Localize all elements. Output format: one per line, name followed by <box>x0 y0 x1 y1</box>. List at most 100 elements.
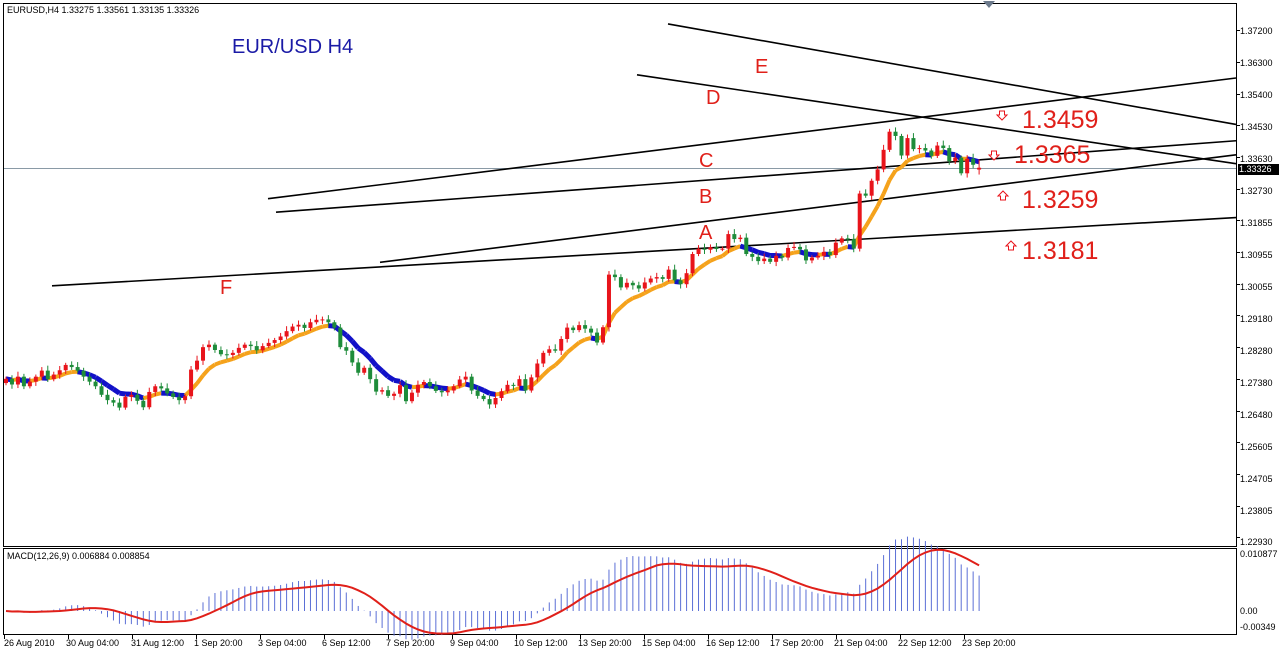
signal-segment-up <box>291 333 300 341</box>
signal-segment-down <box>751 247 760 255</box>
signal-segment-down <box>441 385 449 392</box>
candle <box>398 381 403 398</box>
y-tick-label: 1.37200 <box>1240 26 1273 36</box>
signal-segment-up <box>535 373 545 383</box>
signal-segment-up <box>703 259 712 267</box>
candle <box>917 145 922 154</box>
candle <box>780 253 785 262</box>
scroll-marker-icon[interactable] <box>983 1 995 8</box>
wave-label-c: C <box>699 150 714 172</box>
macd-panel-frame <box>3 548 1237 635</box>
y-tick-label: 1.25605 <box>1240 442 1273 452</box>
signal-segment-down <box>374 363 384 373</box>
candle <box>601 325 605 345</box>
candle <box>732 229 737 243</box>
trendline <box>275 139 1237 214</box>
candle <box>535 359 540 382</box>
candle <box>51 371 56 382</box>
signal-segment-up <box>244 350 252 356</box>
signal-segment-up <box>541 367 551 377</box>
y-tick-label: 1.33630 <box>1240 154 1273 164</box>
signal-segment-up <box>201 367 211 377</box>
x-tick-label: 15 Sep 04:00 <box>642 638 696 648</box>
signal-segment-up <box>309 326 318 334</box>
candle <box>171 390 176 400</box>
candle <box>272 337 277 348</box>
candle <box>941 140 946 153</box>
candle <box>606 271 611 332</box>
signal-segment-down <box>88 372 97 380</box>
candle <box>278 332 283 344</box>
candle <box>511 382 516 391</box>
candle <box>105 389 110 405</box>
candle <box>612 269 617 281</box>
y-tick-label: 1.32730 <box>1240 186 1273 196</box>
x-tick-label: 23 Sep 20:00 <box>962 638 1016 648</box>
candle <box>696 245 701 257</box>
candle <box>218 346 223 357</box>
signal-segment-up <box>841 244 849 251</box>
x-tick-label: 21 Sep 04:00 <box>834 638 888 648</box>
candle <box>809 255 814 264</box>
signal-segment-up <box>649 285 658 292</box>
candle <box>624 278 629 290</box>
x-tick-label: 6 Sep 12:00 <box>322 638 371 648</box>
candle <box>738 234 743 242</box>
candle <box>69 361 74 370</box>
signal-segment-up <box>906 156 915 163</box>
candle <box>642 277 647 292</box>
candle <box>702 243 707 254</box>
signal-segment-up <box>315 324 324 331</box>
candle <box>798 244 803 254</box>
y-tick-label: 1.30955 <box>1240 250 1273 260</box>
candle <box>415 380 420 397</box>
candle <box>248 341 253 351</box>
candle <box>260 343 265 354</box>
y-tick-label: 1.22930 <box>1240 537 1273 547</box>
candle <box>660 274 665 283</box>
y-tick-label: 1.31855 <box>1240 218 1273 228</box>
candle <box>212 342 217 353</box>
candle <box>4 376 8 386</box>
candle <box>344 342 349 355</box>
candle <box>15 371 20 389</box>
candle <box>87 372 92 386</box>
candle <box>129 391 134 402</box>
candle <box>756 253 761 265</box>
signal-segment-up <box>256 348 264 354</box>
signal-segment-up <box>220 358 228 365</box>
signal-segment-up <box>715 254 724 261</box>
candle <box>189 366 194 400</box>
candle <box>224 349 229 360</box>
signal-segment-down <box>380 369 390 379</box>
signal-segment-up <box>619 300 629 309</box>
trendline <box>51 216 1237 287</box>
signal-segment-up <box>625 296 634 304</box>
candle <box>93 379 98 390</box>
signal-segment-up <box>643 288 652 295</box>
candle <box>254 341 259 354</box>
signal-segment-up <box>548 363 557 371</box>
signal-segment-up <box>553 357 563 367</box>
candle <box>565 323 570 343</box>
candle <box>541 350 546 368</box>
candle <box>183 394 188 404</box>
candle <box>356 358 361 376</box>
candle <box>869 178 874 200</box>
signal-segment-up <box>238 352 246 359</box>
candle <box>21 373 26 390</box>
signal-segment-up <box>869 205 880 218</box>
trendline <box>267 77 1237 200</box>
candle <box>481 393 486 402</box>
candles <box>4 127 982 411</box>
signal-segment-up <box>887 169 898 182</box>
signal-segment-up <box>232 354 240 361</box>
x-tick-label: 30 Aug 04:00 <box>66 638 120 648</box>
candle <box>338 324 343 350</box>
wave-label-a: A <box>699 222 713 244</box>
candle <box>762 253 767 264</box>
candle <box>284 326 289 340</box>
arrow-up-icon <box>1004 240 1018 251</box>
candle <box>583 320 588 333</box>
candle <box>690 251 695 277</box>
